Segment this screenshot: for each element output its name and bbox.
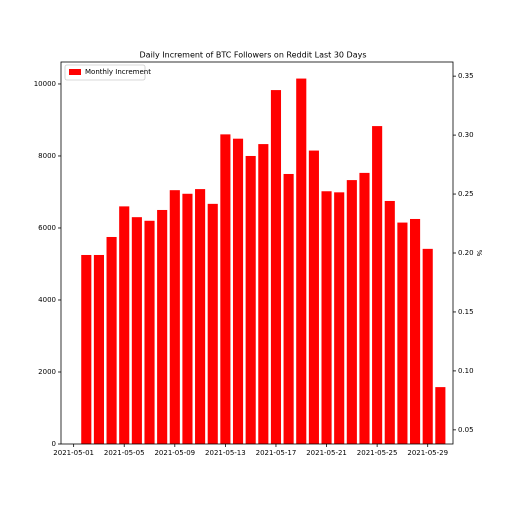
y2-tick-label: 0.20 (458, 249, 474, 257)
bar (422, 248, 433, 444)
bar (372, 126, 383, 445)
y-tick-label: 4000 (38, 296, 56, 304)
bar (182, 193, 193, 444)
bar (119, 206, 130, 444)
x-tick-label: 2021-05-29 (407, 449, 448, 457)
bar (220, 134, 231, 444)
bar (397, 222, 408, 444)
y2-tick-label: 0.30 (458, 131, 474, 139)
bar (258, 144, 269, 444)
bar (195, 189, 206, 444)
bar (308, 150, 319, 444)
bar (384, 200, 395, 444)
bar (346, 180, 357, 445)
bar (106, 236, 117, 444)
y2-tick-label: 0.35 (458, 72, 474, 80)
x-tick-label: 2021-05-09 (154, 449, 195, 457)
x-tick-label: 2021-05-25 (357, 449, 398, 457)
x-tick-label: 2021-05-21 (306, 449, 347, 457)
x-tick-label: 2021-05-05 (104, 449, 145, 457)
bar (283, 173, 294, 444)
bar (334, 192, 345, 444)
bar (81, 254, 92, 444)
x-tick-label: 2021-05-13 (205, 449, 246, 457)
bar (321, 191, 332, 444)
legend-label: Monthly Increment (85, 68, 151, 76)
bar (245, 155, 256, 444)
bar (144, 220, 155, 444)
bar (410, 218, 421, 444)
bar (131, 217, 142, 444)
bar (296, 78, 307, 444)
x-tick-label: 2021-05-17 (256, 449, 297, 457)
bar (93, 254, 104, 444)
y2-axis-label: % (475, 250, 483, 257)
bar (157, 209, 168, 444)
bar (169, 190, 180, 444)
bar (232, 138, 244, 444)
y-tick-label: 8000 (38, 152, 56, 160)
x-tick-label: 2021-05-01 (53, 449, 94, 457)
legend-swatch (69, 69, 81, 75)
y-tick-label: 10000 (34, 80, 56, 88)
y-tick-label: 0 (52, 440, 56, 448)
y2-tick-label: 0.25 (458, 190, 474, 198)
y-tick-label: 6000 (38, 224, 56, 232)
legend-box (64, 64, 146, 81)
y2-tick-label: 0.10 (458, 367, 474, 375)
y2-tick-label: 0.05 (458, 426, 474, 434)
bar (359, 172, 370, 445)
y2-tick-label: 0.15 (458, 308, 474, 316)
bar (207, 203, 218, 444)
bar (270, 90, 282, 444)
bar (435, 387, 446, 444)
y-tick-label: 2000 (38, 368, 56, 376)
chart-title: Daily Increment of BTC Followers on Redd… (140, 51, 367, 60)
